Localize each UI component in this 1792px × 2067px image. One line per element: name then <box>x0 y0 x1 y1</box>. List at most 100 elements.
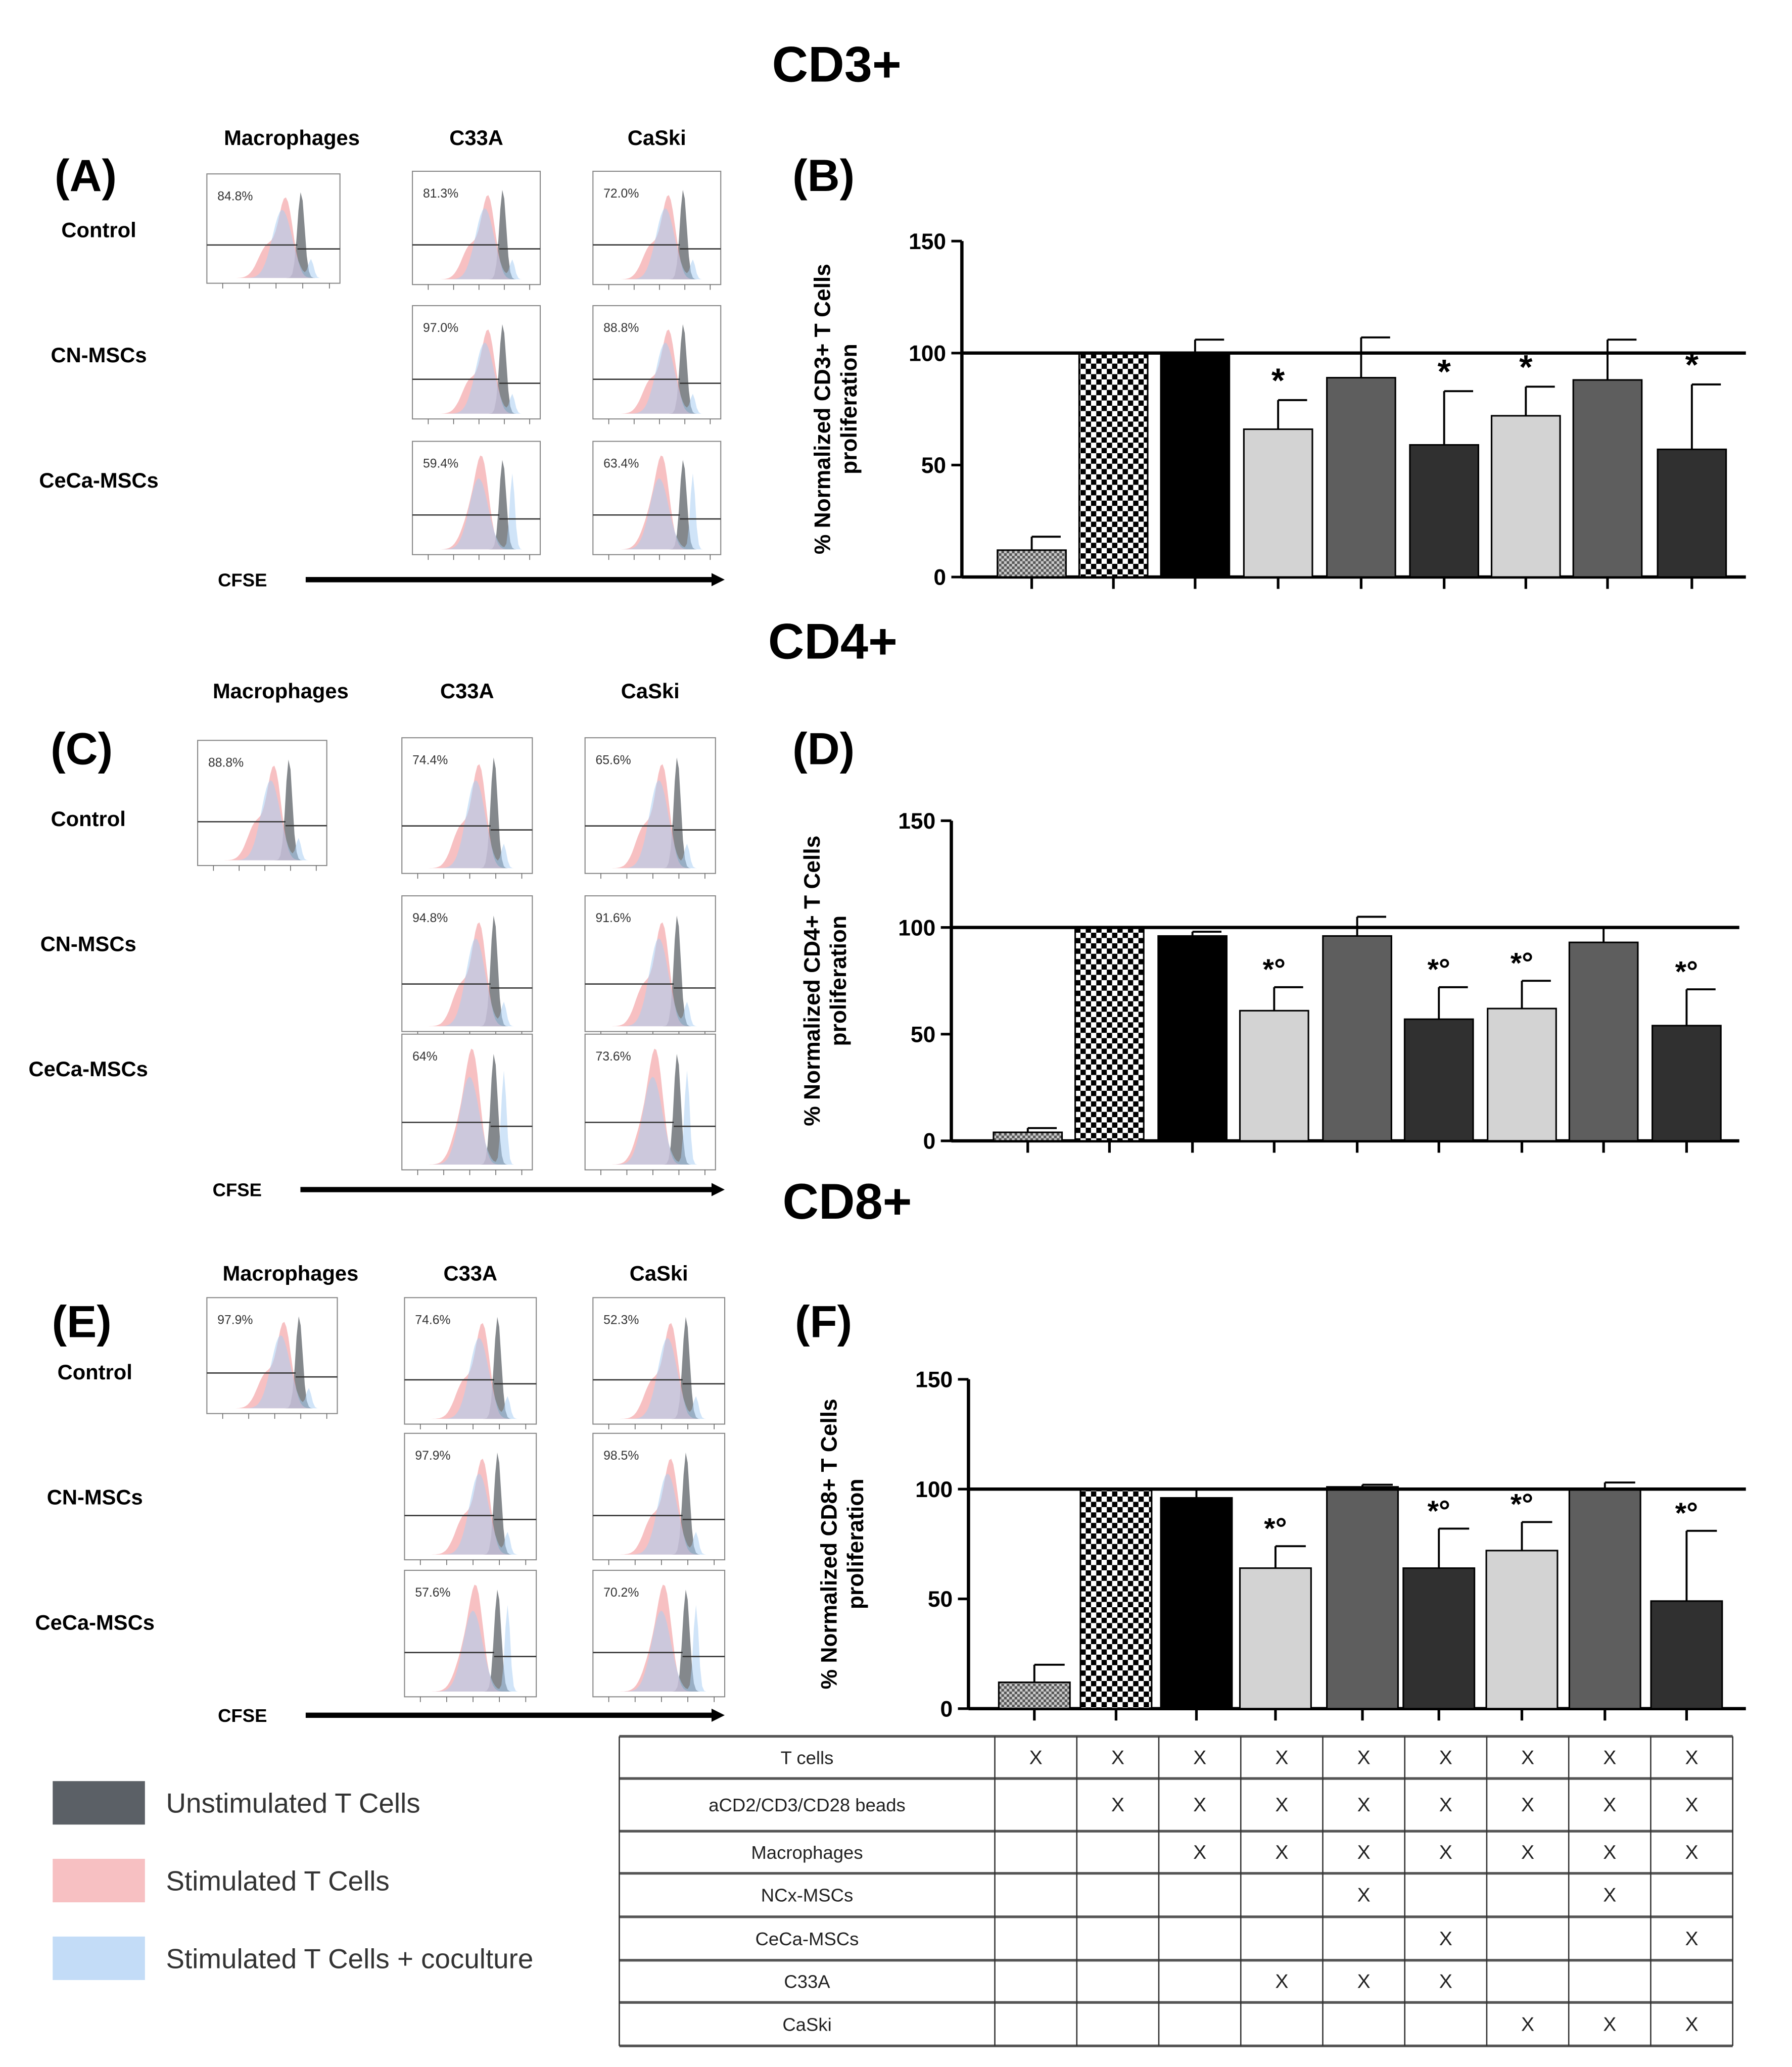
arrow-head-icon <box>711 573 725 587</box>
arrow-head-icon <box>711 1183 725 1196</box>
percentage-label: 70.2% <box>603 1586 639 1600</box>
significance-marker: *° <box>1263 953 1286 986</box>
histogram-panel: 52.3% <box>592 1297 726 1430</box>
percentage-label: 64% <box>412 1050 438 1064</box>
histogram-panel: 64% <box>401 1033 533 1175</box>
significance-marker: *° <box>1428 1495 1450 1527</box>
percentage-label: 84.8% <box>217 189 253 203</box>
table-row-label: aCD2/CD3/CD28 beads <box>709 1795 906 1815</box>
percentage-label: 88.8% <box>603 321 639 335</box>
percentage-label: 52.3% <box>603 1313 639 1327</box>
histogram-panel: 81.3% <box>412 170 541 290</box>
histogram-panel: 57.6% <box>404 1569 537 1702</box>
unstimulated-histogram <box>597 1590 721 1692</box>
unstimulated-histogram <box>416 189 537 279</box>
bar <box>998 1681 1071 1710</box>
legend-label: Stimulated T Cells + coculture <box>166 1943 534 1974</box>
y-tick-label: 0 <box>933 565 946 590</box>
coculture-histogram <box>416 473 537 550</box>
column-header: C33A <box>449 126 503 150</box>
section-cd3-pos: CD3+ (A) Macrophages C33A CaSki Control CN-MSC… <box>39 36 1746 590</box>
table-cell-mark: X <box>1439 1842 1452 1863</box>
panel-label: (D) <box>792 724 855 774</box>
bar <box>1568 941 1639 1142</box>
table-cell-mark: X <box>1275 1794 1288 1816</box>
table-cell-mark: X <box>1275 1971 1288 1993</box>
table-cell-mark: X <box>1275 1747 1288 1768</box>
table-cell-mark: X <box>1685 1794 1699 1816</box>
unstimulated-histogram <box>416 460 537 550</box>
table-cell-mark: X <box>1603 2013 1616 2035</box>
unstimulated-histogram <box>406 1053 529 1165</box>
percentage-label: 73.6% <box>596 1050 631 1064</box>
coculture-histogram <box>406 780 529 869</box>
table-cell-mark: X <box>1521 1747 1534 1768</box>
coculture-histogram <box>597 208 717 279</box>
percentage-label: 72.0% <box>603 187 639 201</box>
table-cell-mark: X <box>1357 1794 1371 1816</box>
table-cell-mark: X <box>1193 1842 1206 1863</box>
table-cell-mark: X <box>1111 1794 1124 1816</box>
table-cell-mark: X <box>1275 1842 1288 1863</box>
histogram-panel: 97.9% <box>206 1297 338 1419</box>
section-title: CD4+ <box>768 613 898 669</box>
table-cell-mark: X <box>1521 2013 1534 2035</box>
bar-chart: (B) % Normalized CD3+ T Cells proliferatio… <box>792 151 1746 590</box>
unstimulated-histogram <box>406 916 529 1027</box>
unstimulated-histogram <box>408 1317 533 1419</box>
y-tick-label: 50 <box>911 1022 935 1047</box>
significance-marker: *° <box>1511 947 1533 980</box>
legend-swatch <box>53 1936 145 1980</box>
coculture-histogram <box>589 780 712 869</box>
coculture-histogram <box>589 1071 712 1165</box>
bar <box>1652 1025 1722 1142</box>
bar <box>1239 1010 1309 1142</box>
unstimulated-histogram <box>597 460 717 550</box>
row-label: Control <box>51 807 126 831</box>
table-cell-mark: X <box>1357 1971 1371 1993</box>
column-header: C33A <box>440 679 494 703</box>
coculture-histogram <box>201 780 323 860</box>
histogram-panel: 74.6% <box>404 1297 537 1430</box>
unstimulated-histogram <box>597 1317 721 1419</box>
percentage-label: 63.4% <box>603 457 639 471</box>
y-axis-label-line: % Normalized CD8+ T Cells <box>817 1399 842 1689</box>
histogram-panel: 91.6% <box>584 895 716 1037</box>
unstimulated-histogram <box>589 757 712 869</box>
bar <box>1160 352 1231 578</box>
bar <box>1322 935 1392 1142</box>
unstimulated-histogram <box>597 189 717 279</box>
bar <box>1326 376 1396 578</box>
unstimulated-histogram <box>211 192 336 278</box>
percentage-label: 59.4% <box>423 457 458 471</box>
y-tick-label: 50 <box>928 1587 953 1612</box>
legend-swatch <box>53 1781 145 1825</box>
bar <box>1079 1488 1153 1710</box>
table-cell-mark: X <box>1193 1794 1206 1816</box>
percentage-label: 97.0% <box>423 321 458 335</box>
coculture-histogram <box>597 1605 721 1692</box>
table-cell-mark: X <box>1603 1747 1616 1768</box>
percentage-label: 97.9% <box>415 1449 450 1463</box>
table-cell-mark: X <box>1685 2013 1699 2035</box>
table-cell-mark: X <box>1439 1747 1452 1768</box>
table-row-label: CeCa-MSCs <box>756 1929 859 1949</box>
y-tick-label: 150 <box>909 229 946 254</box>
histogram-panel: 98.5% <box>592 1432 726 1565</box>
histogram-panel: 97.0% <box>412 305 541 424</box>
percentage-label: 91.6% <box>596 911 631 925</box>
column-header: C33A <box>444 1261 498 1285</box>
bar <box>1326 1486 1399 1710</box>
section-cd4-pos: CD4+ (C) Macrophages C33A CaSki Control CN-MSC… <box>29 613 1739 1200</box>
y-tick-label: 150 <box>915 1368 953 1392</box>
coculture-histogram <box>406 1071 529 1165</box>
unstimulated-histogram <box>416 324 537 414</box>
table-row-label: NCx-MSCs <box>761 1885 853 1906</box>
column-header: CaSki <box>628 126 686 150</box>
bar <box>1074 927 1145 1142</box>
bar <box>1402 1567 1476 1710</box>
column-header: Macrophages <box>224 126 360 150</box>
y-axis-label-line: % Normalized CD3+ T Cells <box>811 264 835 554</box>
y-tick-label: 0 <box>923 1129 936 1154</box>
row-label: CeCa-MSCs <box>39 468 158 492</box>
